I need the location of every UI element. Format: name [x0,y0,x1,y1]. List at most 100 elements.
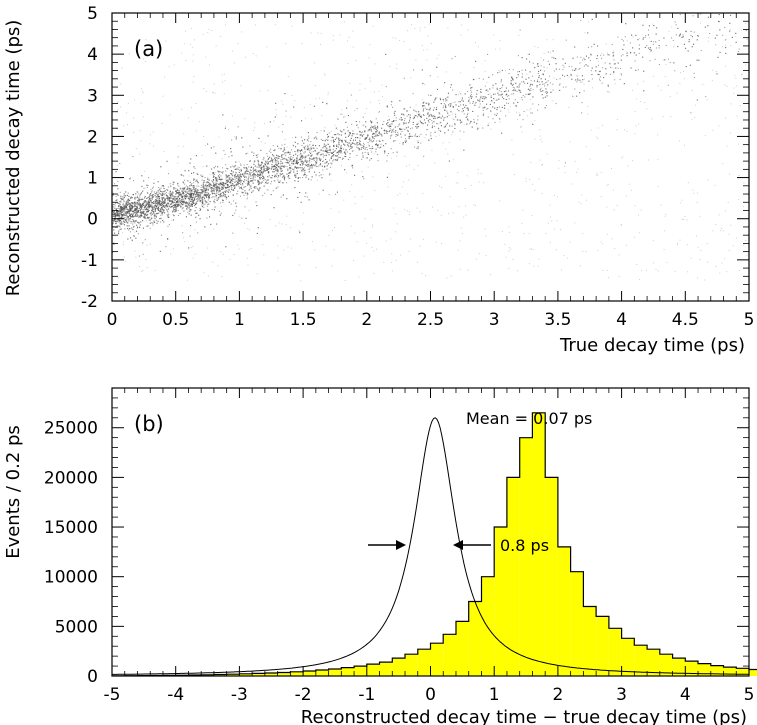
scatter-point [204,200,206,202]
scatter-point [146,207,148,209]
scatter-point [150,200,152,202]
scatter-point [573,69,575,71]
scatter-point [365,121,367,123]
scatter-point [307,165,309,167]
scatter-point [148,199,150,201]
scatter-point [543,83,545,85]
scatter-points [112,13,750,282]
scatter-point [164,190,166,192]
scatter-point [448,114,450,116]
scatter-point [160,193,162,195]
scatter-point [420,115,422,117]
scatter-point [234,184,236,186]
scatter-point [326,162,328,164]
scatter-point [519,91,521,93]
scatter-point [690,34,692,36]
scatter-point [433,107,435,109]
scatter-point [430,135,432,137]
scatter-point [340,148,342,150]
scatter-point [197,194,199,196]
scatter-point [429,109,431,111]
scatter-point [237,168,239,170]
scatter-point [253,152,255,154]
scatter-point [556,79,558,81]
scatter-point [396,151,398,153]
scatter-point [508,73,510,75]
scatter-point [148,200,150,202]
scatter-point [546,92,548,94]
scatter-point [527,88,529,90]
scatter-point [324,166,326,168]
scatter-point [301,167,303,169]
scatter-point [214,184,216,186]
scatter-point [493,93,495,95]
scatter-point [155,199,157,201]
scatter-point [166,194,168,196]
scatter-point [460,93,462,95]
scatter-point [116,208,118,210]
scatter-point [494,121,496,123]
scatter-point [440,125,442,127]
scatter-point [527,82,529,84]
scatter-point [350,94,352,96]
scatter-point [116,220,118,222]
scatter-point [390,104,392,106]
scatter-point [267,161,269,163]
scatter-point [253,161,255,163]
scatter-point [297,162,299,164]
scatter-point [130,209,132,211]
scatter-point [357,141,359,143]
scatter-point [160,190,162,192]
scatter-point [128,200,130,202]
scatter-point [476,128,478,130]
scatter-point [315,164,317,166]
scatter-point [208,203,210,205]
scatter-point [145,201,147,203]
scatter-point [247,182,249,184]
scatter-point [243,194,245,196]
scatter-point [133,211,135,213]
scatter-point [340,113,342,115]
scatter-point [417,122,419,124]
scatter-point [137,233,139,235]
scatter-point [279,156,281,158]
scatter-point [381,135,383,137]
scatter-point [167,238,169,240]
scatter-point [163,209,165,211]
scatter-point [188,203,190,205]
scatter-point [693,72,695,74]
scatter-point [620,55,622,57]
scatter-point [306,164,308,166]
scatter-point [262,159,264,161]
scatter-point [151,205,153,207]
scatter-point [332,160,334,162]
scatter-point [138,222,140,224]
scatter-point [245,169,247,171]
scatter-point [369,137,371,139]
scatter-point [220,212,222,214]
scatter-point [347,158,349,160]
scatter-point [280,169,282,171]
scatter-point [229,186,231,188]
scatter-point [276,163,278,165]
scatter-point [434,131,436,133]
scatter-point [121,223,123,225]
scatter-point [417,123,419,125]
scatter-point [392,106,394,108]
scatter-point [142,211,144,213]
scatter-point [123,211,125,213]
scatter-point [115,195,117,197]
scatter-point [174,197,176,199]
scatter-point [200,194,202,196]
scatter-point [210,190,212,192]
scatter-point [150,212,152,214]
scatter-point [378,140,380,142]
scatter-point [146,212,148,214]
scatter-point [199,200,201,202]
scatter-point [494,93,496,95]
scatter-point [369,147,371,149]
scatter-point [207,177,209,179]
scatter-point [151,206,153,208]
scatter-point [126,220,128,222]
scatter-point [218,197,220,199]
